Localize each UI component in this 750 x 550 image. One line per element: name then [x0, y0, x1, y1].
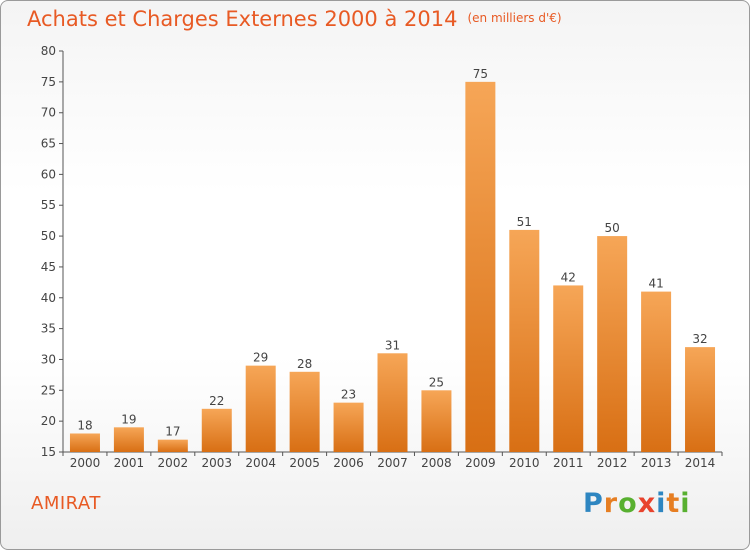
bar-value-label: 32	[692, 332, 707, 346]
bar-value-label: 42	[561, 270, 576, 284]
y-tick-label: 75	[41, 75, 56, 89]
x-tick-label: 2000	[70, 456, 101, 470]
bar	[641, 291, 672, 452]
bar	[69, 433, 100, 452]
y-tick-label: 50	[41, 229, 56, 243]
bar	[421, 390, 452, 452]
x-tick-label: 2012	[597, 456, 628, 470]
commune-name: AMIRAT	[31, 493, 101, 514]
y-tick-label: 25	[41, 383, 56, 397]
x-tick-label: 2010	[509, 456, 540, 470]
y-tick-label: 15	[41, 445, 56, 459]
bar	[157, 439, 188, 452]
y-tick-label: 80	[41, 44, 56, 58]
bar	[553, 285, 584, 452]
bar	[245, 365, 276, 452]
bar-value-label: 41	[648, 277, 663, 291]
logo-letter: i	[680, 488, 691, 519]
bar	[597, 236, 628, 452]
bar-value-label: 18	[77, 418, 92, 432]
bar-value-label: 19	[121, 412, 136, 426]
x-tick-label: 2005	[289, 456, 320, 470]
x-tick-label: 2007	[377, 456, 408, 470]
bar-value-label: 22	[209, 394, 224, 408]
bar-value-label: 17	[165, 425, 180, 439]
bar	[201, 408, 232, 452]
y-tick-label: 35	[41, 322, 56, 336]
chart-title: Achats et Charges Externes 2000 à 2014 (e…	[27, 7, 562, 31]
chart-subtitle: (en milliers d'€)	[467, 11, 562, 25]
bar-value-label: 75	[473, 67, 488, 81]
bar-value-label: 28	[297, 357, 312, 371]
x-tick-label: 2006	[333, 456, 364, 470]
x-tick-label: 2004	[245, 456, 276, 470]
x-tick-label: 2013	[641, 456, 672, 470]
x-tick-label: 2003	[201, 456, 232, 470]
y-tick-label: 40	[41, 291, 56, 305]
bars: 18 19 17 22 29 28 23 31 25 75 51 42 50 41 32	[69, 67, 716, 452]
proxiti-logo: Proxiti	[583, 488, 691, 519]
bar	[685, 347, 716, 452]
bar-value-label: 51	[517, 215, 532, 229]
logo-letter: r	[603, 488, 619, 519]
logo-letter: i	[656, 488, 667, 519]
bar-value-label: 50	[605, 221, 620, 235]
logo-letter: t	[666, 488, 681, 519]
logo-letter: o	[618, 488, 638, 519]
logo-letter: x	[637, 488, 657, 519]
x-tick-label: 2009	[465, 456, 496, 470]
axes: 15 20 25 30 35 40 45 50 55 60 65 70 75 80 2000 2001 2002…	[41, 44, 723, 470]
bar	[289, 371, 320, 452]
bar-value-label: 25	[429, 375, 444, 389]
chart-title-text: Achats et Charges Externes 2000 à 2014	[27, 7, 458, 31]
y-tick-label: 30	[41, 352, 56, 366]
x-tick-label: 2001	[114, 456, 145, 470]
x-tick-label: 2011	[553, 456, 584, 470]
bar-value-label: 29	[253, 351, 268, 365]
x-tick-label: 2014	[685, 456, 716, 470]
y-tick-label: 70	[41, 106, 56, 120]
y-tick-label: 20	[41, 414, 56, 428]
bar-value-label: 23	[341, 388, 356, 402]
y-tick-label: 65	[41, 137, 56, 151]
bar	[377, 353, 408, 452]
y-tick-label: 60	[41, 167, 56, 181]
y-tick-label: 45	[41, 260, 56, 274]
bar	[333, 402, 364, 452]
bar	[509, 229, 540, 452]
y-tick-label: 55	[41, 198, 56, 212]
x-tick-label: 2002	[158, 456, 189, 470]
bar-value-label: 31	[385, 338, 400, 352]
logo-letter: P	[583, 488, 604, 519]
x-tick-label: 2008	[421, 456, 452, 470]
bar	[113, 427, 144, 452]
bar	[465, 81, 496, 452]
